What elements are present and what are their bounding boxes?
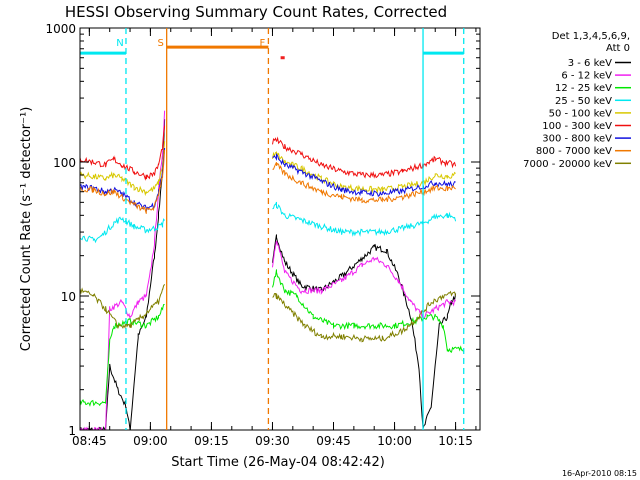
x-axis-label: Start Time (26-May-04 08:42:42) [171,455,385,470]
x-tick-label: 10:00 [377,434,412,448]
x-tick-label: 08:45 [72,434,107,448]
plot-frame [79,27,481,431]
legend-entry-label: 100 - 300 keV [542,121,612,132]
y-tick-label: 10 [61,290,76,304]
series-line [80,141,456,197]
series-line [80,269,465,407]
time-marker-label: F [260,38,266,49]
time-marker-label: S [157,38,163,49]
plot-timestamp: 16-Apr-2010 08:15 [562,469,637,478]
legend-entry-label: 25 - 50 keV [555,96,612,107]
legend-entry-label: 3 - 6 keV [568,58,612,69]
series-line [80,110,456,430]
y-axis-label: Corrected Count Rate (s⁻¹ detector⁻¹) [19,107,34,352]
legend-entry-label: 300 - 800 keV [542,134,612,145]
legend-entry-label: 7000 - 20000 keV [523,159,612,170]
x-tick-label: 10:15 [438,434,473,448]
legend-entry-label: 50 - 100 keV [549,108,613,119]
x-tick-label: 09:15 [194,434,229,448]
y-tick-label: 100 [53,156,76,170]
series-line [80,201,457,244]
plot-area [80,45,465,430]
legend-entry-label: 6 - 12 keV [561,71,612,82]
series-line [80,125,457,181]
y-tick-label: 1 [68,424,76,438]
x-tick-label: 09:30 [255,434,290,448]
series-line [80,119,457,430]
x-axis: 08:45 09:00 09:15 09:30 09:45 10:00 10:15 [72,28,477,448]
series-line [80,149,456,214]
legend-entry-label: 12 - 25 keV [555,83,612,94]
time-marker-label: N [116,38,123,49]
legend-header: Det 1,3,4,5,6,9, [552,31,630,42]
chart-title: HESSI Observing Summary Count Rates, Cor… [65,3,447,21]
legend-header: Att 0 [606,43,630,54]
x-tick-label: 09:45 [316,434,351,448]
series-line [80,147,456,212]
series-line [80,284,457,343]
y-tick-label: 1000 [45,22,76,36]
legend-entry-label: 800 - 7000 keV [536,146,612,157]
legend: Det 1,3,4,5,6,9,Att 0 3 - 6 keV 6 - 12 keV… [523,31,631,170]
x-tick-label: 09:00 [133,434,168,448]
y-axis: 1 10 100 1000 [45,22,480,438]
